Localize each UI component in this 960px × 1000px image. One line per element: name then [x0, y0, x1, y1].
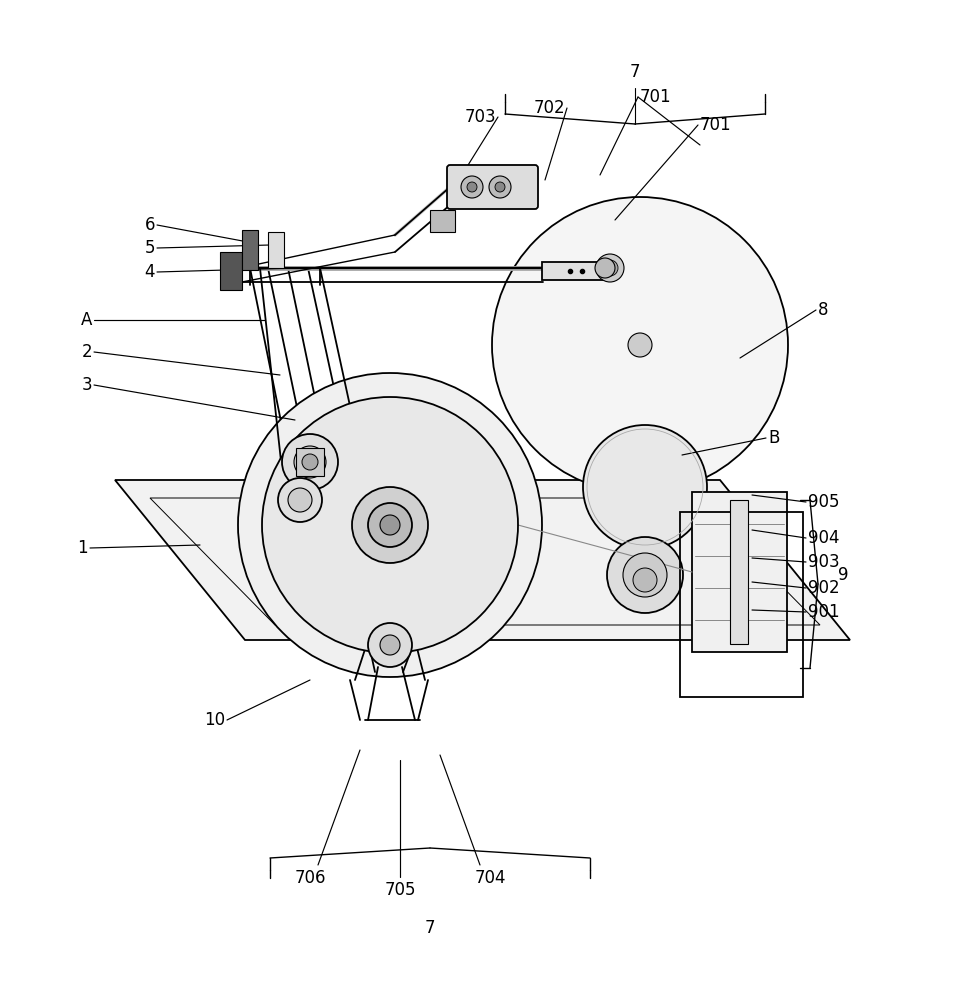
Bar	[430, 210, 455, 232]
Text: 10: 10	[204, 711, 225, 729]
Circle shape	[352, 487, 428, 563]
Bar	[680, 512, 803, 697]
Text: 9: 9	[838, 566, 849, 584]
Bar	[692, 492, 787, 652]
Circle shape	[302, 454, 318, 470]
Circle shape	[294, 446, 326, 478]
Text: 3: 3	[82, 376, 92, 394]
Text: 904: 904	[808, 529, 839, 547]
Text: A: A	[81, 311, 92, 329]
Polygon shape	[542, 262, 605, 280]
Circle shape	[278, 478, 322, 522]
Polygon shape	[115, 480, 850, 640]
FancyBboxPatch shape	[447, 165, 538, 209]
Circle shape	[380, 635, 400, 655]
Circle shape	[628, 333, 652, 357]
Text: 4: 4	[145, 263, 155, 281]
Text: 704: 704	[474, 869, 506, 887]
Text: 705: 705	[384, 881, 416, 899]
Text: 7: 7	[424, 919, 435, 937]
Circle shape	[288, 488, 312, 512]
Text: 7: 7	[630, 63, 640, 81]
Circle shape	[489, 176, 511, 198]
Text: B: B	[768, 429, 780, 447]
Text: 5: 5	[145, 239, 155, 257]
Circle shape	[368, 623, 412, 667]
Circle shape	[282, 434, 338, 490]
Bar	[242, 230, 258, 270]
Circle shape	[595, 258, 615, 278]
Text: 702: 702	[534, 99, 565, 117]
Text: 905: 905	[808, 493, 839, 511]
Text: 1: 1	[78, 539, 88, 557]
Circle shape	[495, 182, 505, 192]
Text: 2: 2	[82, 343, 92, 361]
Circle shape	[322, 597, 338, 613]
Text: 701: 701	[700, 116, 732, 134]
Circle shape	[492, 197, 788, 493]
Circle shape	[238, 373, 542, 677]
Text: 901: 901	[808, 603, 840, 621]
Bar	[730, 500, 748, 644]
Circle shape	[596, 254, 624, 282]
Text: 6: 6	[145, 216, 155, 234]
Bar	[220, 252, 242, 290]
Circle shape	[380, 515, 400, 535]
Circle shape	[467, 182, 477, 192]
Circle shape	[602, 260, 618, 276]
Bar	[296, 448, 324, 476]
Text: 8: 8	[818, 301, 828, 319]
Text: 902: 902	[808, 579, 840, 597]
Text: 701: 701	[640, 88, 672, 106]
Circle shape	[262, 397, 518, 653]
Circle shape	[623, 553, 667, 597]
Circle shape	[461, 176, 483, 198]
Circle shape	[368, 503, 412, 547]
Text: 703: 703	[465, 108, 496, 126]
Bar	[268, 232, 284, 268]
Circle shape	[583, 425, 707, 549]
Circle shape	[633, 568, 657, 592]
Circle shape	[607, 537, 683, 613]
Text: 706: 706	[295, 869, 325, 887]
Text: 903: 903	[808, 553, 840, 571]
